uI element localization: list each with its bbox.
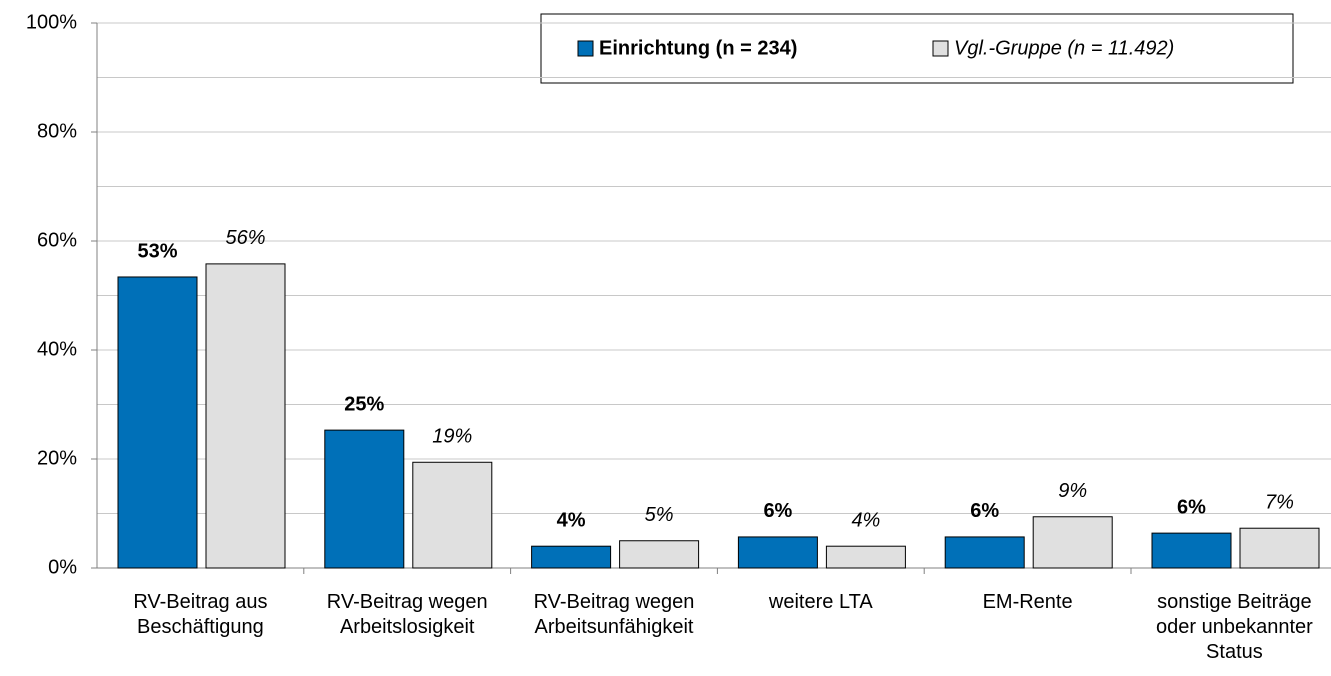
x-tick-label: weitere LTA (768, 591, 873, 613)
legend-label: Einrichtung (n = 234) (599, 37, 797, 59)
bar (944, 536, 1025, 569)
legend-box (540, 13, 1294, 84)
value-label: 19% (432, 426, 472, 448)
y-tick-label: 80% (37, 120, 77, 142)
bar (737, 536, 818, 569)
value-label: 6% (970, 500, 999, 522)
bar (412, 461, 493, 569)
value-label: 25% (344, 393, 384, 415)
value-label: 7% (1265, 491, 1294, 513)
y-tick-label: 60% (37, 229, 77, 251)
value-label: 4% (851, 509, 880, 531)
value-label: 53% (137, 240, 177, 262)
value-label: 9% (1058, 480, 1087, 502)
value-label: 4% (557, 509, 586, 531)
legend-label: Vgl.-Gruppe (n = 11.492) (954, 37, 1174, 59)
y-tick-label: 0% (48, 556, 77, 578)
bar (205, 263, 286, 569)
x-tick-label: RV-Beitrag wegen Arbeitsunfähigkeit (534, 591, 695, 638)
y-tick-label: 100% (26, 11, 77, 33)
y-tick-label: 20% (37, 447, 77, 469)
bar (117, 276, 198, 569)
legend-swatch (932, 40, 949, 57)
x-tick-label: RV-Beitrag aus Beschäftigung (133, 591, 267, 638)
x-tick-label: EM-Rente (983, 591, 1073, 613)
value-label: 6% (763, 500, 792, 522)
value-label: 6% (1177, 496, 1206, 518)
bar (324, 429, 405, 569)
legend: Einrichtung (n = 234) Vgl.-Gruppe (n = 11… (540, 13, 1294, 84)
bar (1032, 516, 1113, 569)
x-tick-label: sonstige Beiträge oder unbekannter Status (1156, 591, 1313, 663)
x-tick-label: RV-Beitrag wegen Arbeitslosigkeit (327, 591, 488, 638)
bar (1151, 532, 1232, 569)
bar (531, 545, 612, 569)
value-label: 5% (645, 504, 674, 526)
value-label: 56% (225, 227, 265, 249)
bar (619, 540, 700, 569)
bar (825, 545, 906, 569)
bar (1239, 527, 1320, 569)
y-tick-label: 40% (37, 338, 77, 360)
legend-swatch (577, 40, 594, 57)
